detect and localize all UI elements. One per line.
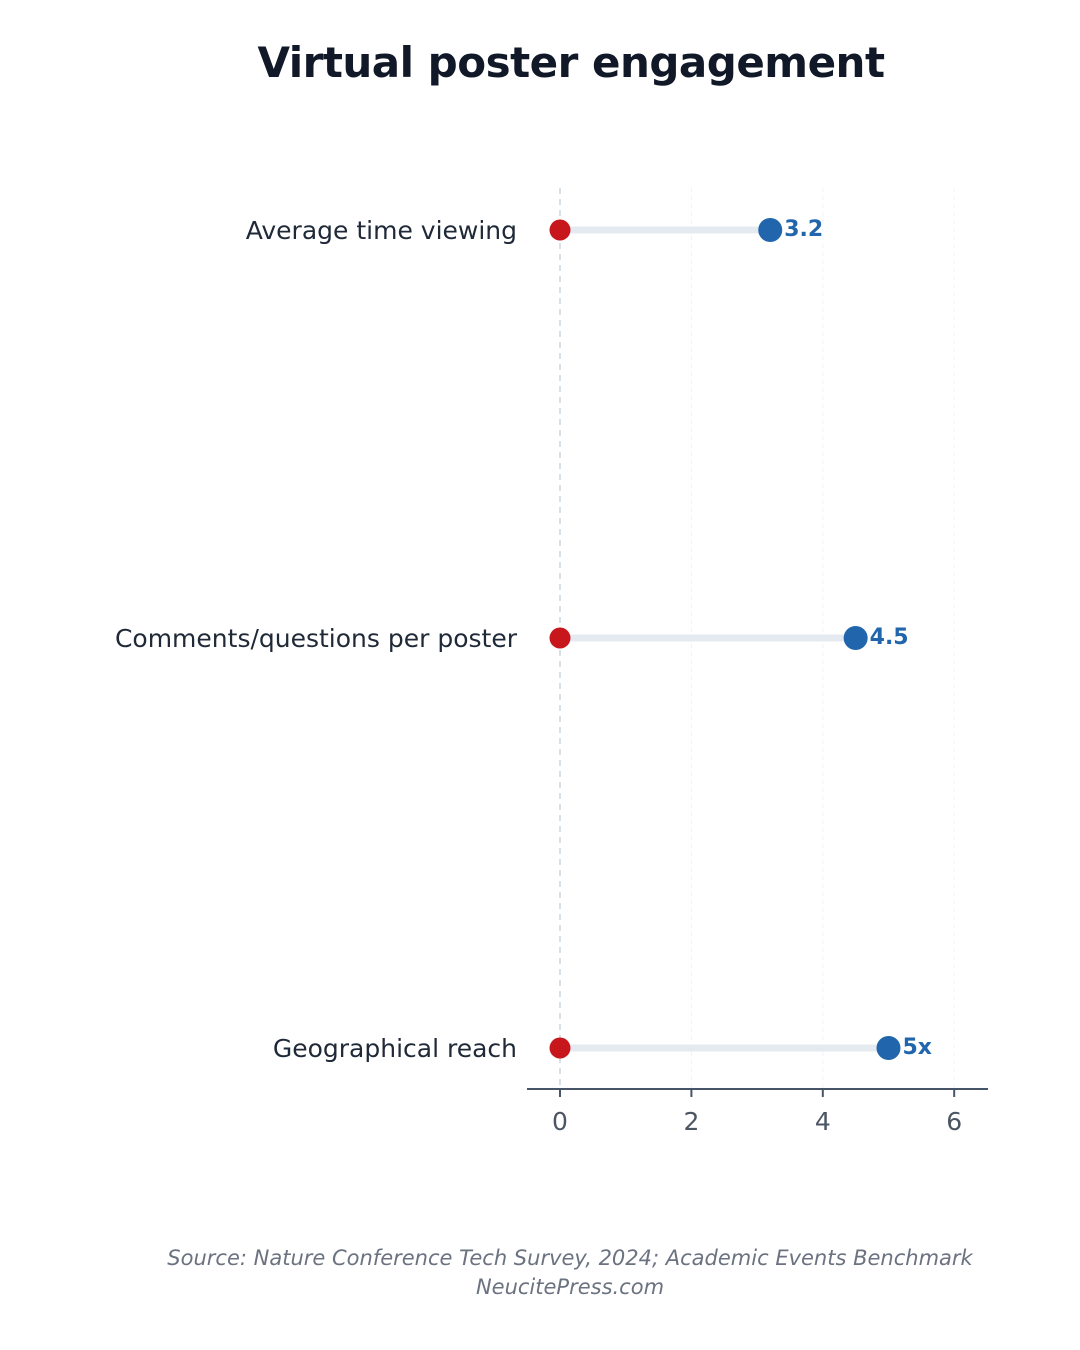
dot-layer bbox=[549, 218, 901, 1060]
connector-layer bbox=[556, 226, 892, 1052]
category-label: Average time viewing bbox=[246, 216, 517, 245]
end-point bbox=[758, 218, 783, 242]
x-axis: 0 2 4 6 bbox=[527, 1088, 988, 1136]
category-label: Comments/questions per poster bbox=[115, 624, 518, 653]
site-credit: NeucitePress.com bbox=[475, 1275, 665, 1299]
end-point bbox=[843, 626, 868, 650]
x-tick-label: 2 bbox=[683, 1107, 699, 1136]
category-label: Geographical reach bbox=[273, 1034, 517, 1063]
start-point bbox=[549, 1037, 571, 1059]
chart-title: Virtual poster engagement bbox=[257, 38, 885, 87]
value-label: 5x bbox=[903, 1035, 933, 1060]
x-tick-label: 4 bbox=[815, 1107, 831, 1136]
x-tick-label: 0 bbox=[552, 1107, 568, 1136]
footer: Source: Nature Conference Tech Survey, 2… bbox=[60, 1244, 1080, 1302]
start-point bbox=[549, 627, 571, 649]
value-label: 4.5 bbox=[870, 625, 909, 650]
start-point bbox=[549, 219, 571, 241]
end-point bbox=[876, 1036, 901, 1060]
label-layer: Average time viewing 3.2 Comments/question… bbox=[115, 216, 932, 1063]
value-label: 3.2 bbox=[784, 217, 823, 242]
source-note: Source: Nature Conference Tech Survey, 2… bbox=[167, 1246, 973, 1270]
x-tick-label: 6 bbox=[946, 1107, 962, 1136]
